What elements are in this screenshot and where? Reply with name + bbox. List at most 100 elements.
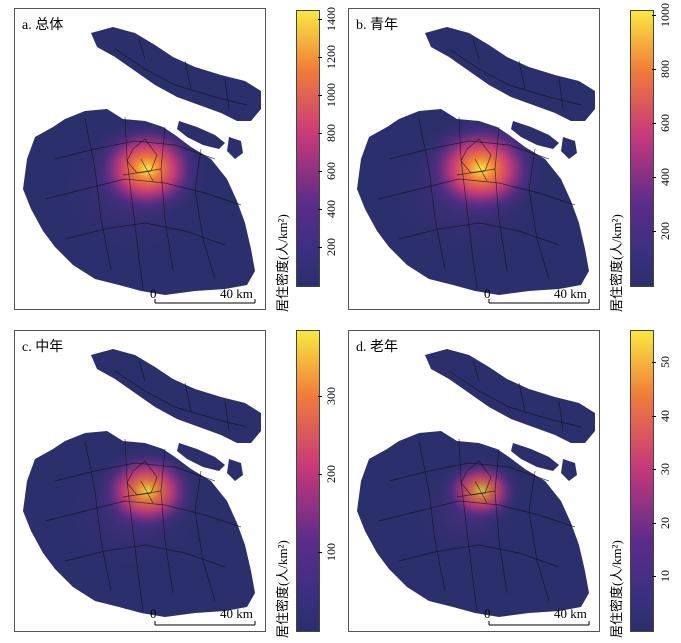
island-region [561,137,577,159]
density-hotspot [415,114,547,224]
colorbar-tick-mark [318,474,322,476]
colorbar-tick-label: 20 [658,516,672,529]
colorbar-tick-mark [318,57,322,59]
colorbar-ticks: 200 400 600 800 1000 [652,3,676,285]
district-boundary [124,116,144,290]
district-boundary [418,440,446,592]
district-boundary [494,126,508,272]
district-boundary [456,480,496,504]
colorbar-title: 居住密度(人/km²) [275,214,290,312]
district-boundary [138,38,230,110]
colorbar-tick-mark [652,69,656,71]
density-hotspot [85,117,209,221]
panel-label: d. 老年 [356,340,398,355]
district-boundary [126,460,158,496]
district-boundary [388,462,550,482]
district-boundary [160,126,174,272]
island-region [227,459,243,481]
colorbar-tick-mark [652,469,656,471]
island-region [425,27,595,121]
colorbar [630,330,654,632]
scale-bar [488,621,590,626]
district-boundary [54,462,216,482]
scale-bar [488,299,590,304]
district-boundary [122,158,162,182]
island-region [91,349,261,443]
panel-label: a. 总体 [22,18,64,33]
scale-distance: 40 km [554,606,587,621]
colorbar [296,10,320,287]
colorbar-tick-label: 10 [658,570,672,583]
colorbar-tick-label: 50 [658,356,672,369]
panel-middle-age: c. 中年 0 40 km 100 200 300 居住密度(人/km²) [0,322,340,643]
district-boundary [494,448,508,594]
district-boundary [44,500,242,528]
colorbar-ticks: 100 200 300 [318,330,342,630]
scale-distance: 40 km [220,606,253,621]
scale-zero: 0 [150,606,157,621]
colorbar-title: 居住密度(人/km²) [275,540,290,638]
colorbar-ticks: 10 20 30 40 50 [652,330,676,630]
density-map [23,27,261,304]
district-boundary [54,140,216,160]
district-boundary [44,178,242,206]
district-boundary [64,544,226,568]
colorbar-tick-mark [318,209,322,211]
colorbar-ticks: 200 400 600 800 1000 1200 1400 [318,7,342,285]
island-region [91,27,261,121]
colorbar-tick-mark [318,396,322,398]
colorbar-tick-label: 30 [658,463,672,476]
district-boundary [458,438,478,612]
district-boundary [378,500,576,528]
district-boundary [160,448,174,594]
panel-youth: b. 青年 0 40 km 200 400 600 800 1000 居住密度(人/km… [334,0,681,320]
colorbar-tick-mark [652,123,656,125]
district-boundary [448,48,582,106]
colorbar-tick-mark [318,247,322,249]
scale-distance: 40 km [554,286,587,301]
district-boundary [122,480,162,504]
scale-zero: 0 [150,286,157,301]
district-boundary [528,148,550,280]
colorbar-tick-mark [652,231,656,233]
density-map [357,27,595,304]
panel-label: c. 中年 [22,340,64,355]
colorbar-tick-mark [652,177,656,179]
map-frame [14,330,266,632]
district-boundary [126,138,158,174]
island-region [177,121,225,149]
colorbar-tick-mark [318,171,322,173]
panel-elderly: d. 老年 0 40 km 10 20 30 40 50 居住密度(人/km²) [334,322,681,643]
density-hotspot [437,454,525,528]
district-boundary [458,116,478,290]
colorbar-tick-mark [652,576,656,578]
district-boundary [472,38,564,110]
colorbar-tick-label: 400 [658,168,672,187]
colorbar [296,330,320,632]
colorbar-tick-label: 1000 [658,3,672,28]
panel-overall: a. 总体 0 40 km 200 400 600 800 1000 1200 1400 居… [0,0,340,320]
colorbar-tick-mark [652,415,656,417]
scale-zero: 0 [484,606,491,621]
colorbar-tick-mark [652,522,656,524]
colorbar-tick-label: 600 [658,114,672,133]
district-boundary [528,470,550,602]
district-boundary [114,48,248,106]
colorbar-tick-mark [318,19,322,21]
district-boundary [194,470,216,602]
district-boundary [378,178,576,206]
colorbar-tick-mark [318,95,322,97]
district-boundary [472,360,564,432]
density-hotspot [91,444,203,538]
scale-distance: 40 km [220,286,253,301]
district-boundary [456,158,496,182]
colorbar-tick-mark [318,552,322,554]
colorbar-title: 居住密度(人/km²) [609,214,624,312]
colorbar-tick-mark [318,133,322,135]
island-region [227,137,243,159]
colorbar-tick-label: 200 [658,222,672,241]
scale-bar [154,621,256,626]
district-boundary [448,370,582,428]
colorbar-tick-label: 800 [658,60,672,79]
district-boundary [418,118,446,270]
